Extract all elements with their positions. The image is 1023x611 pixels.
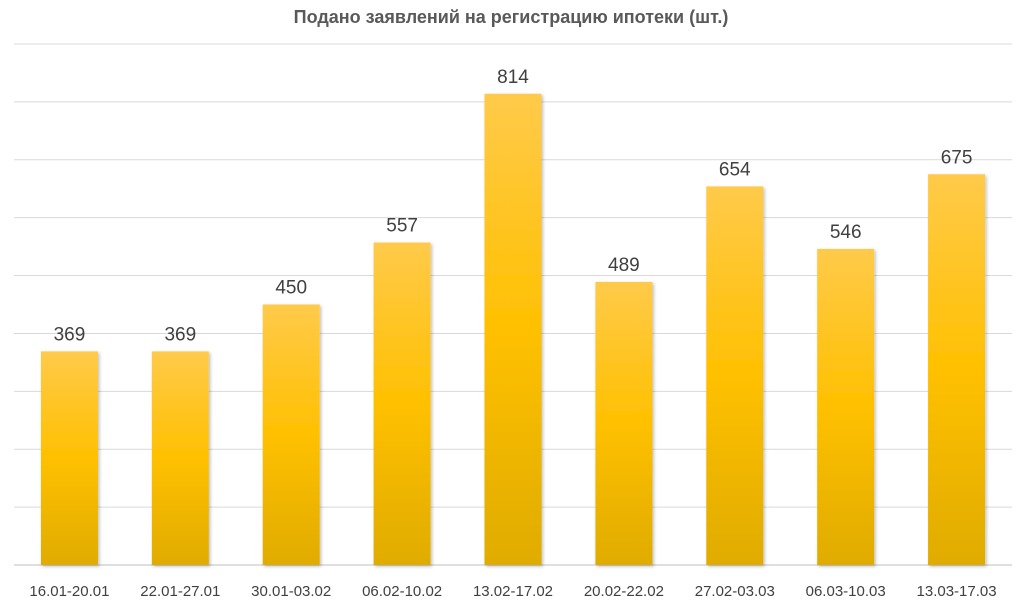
- data-label: 654: [719, 159, 751, 180]
- data-label: 489: [608, 255, 640, 276]
- data-label: 450: [275, 278, 307, 299]
- bar: [595, 281, 653, 565]
- bar: [373, 242, 431, 565]
- x-axis-tick-labels: 16.01-20.01 22.01-27.01 30.01-03.02 06.02-1…: [29, 583, 996, 600]
- data-label: 369: [54, 324, 86, 345]
- x-tick-label: 06.02-10.02: [362, 583, 442, 600]
- data-label: 675: [941, 147, 973, 168]
- bar: [151, 351, 209, 565]
- bar: [262, 304, 320, 565]
- bar: [40, 351, 98, 565]
- value-labels: 369 369 450 557 814 489 654 546 675: [54, 67, 973, 346]
- bar: [484, 93, 542, 565]
- bars: [40, 93, 986, 565]
- x-tick-label: 20.02-22.02: [584, 583, 664, 600]
- data-label: 814: [497, 67, 529, 88]
- data-label: 557: [386, 216, 418, 237]
- data-label: 546: [830, 222, 862, 243]
- x-tick-label: 27.02-03.03: [695, 583, 775, 600]
- x-tick-label: 13.03-17.03: [917, 583, 997, 600]
- bar: [706, 186, 764, 565]
- data-label: 369: [164, 324, 196, 345]
- x-tick-label: 16.01-20.01: [29, 583, 109, 600]
- x-tick-label: 06.03-10.03: [806, 583, 886, 600]
- bar: [928, 174, 986, 565]
- x-tick-label: 30.01-03.02: [251, 583, 331, 600]
- x-tick-label: 13.02-17.02: [473, 583, 553, 600]
- bar: [817, 248, 875, 565]
- chart-title: Подано заявлений на регистрацию ипотеки …: [294, 7, 729, 27]
- x-tick-label: 22.01-27.01: [140, 583, 220, 600]
